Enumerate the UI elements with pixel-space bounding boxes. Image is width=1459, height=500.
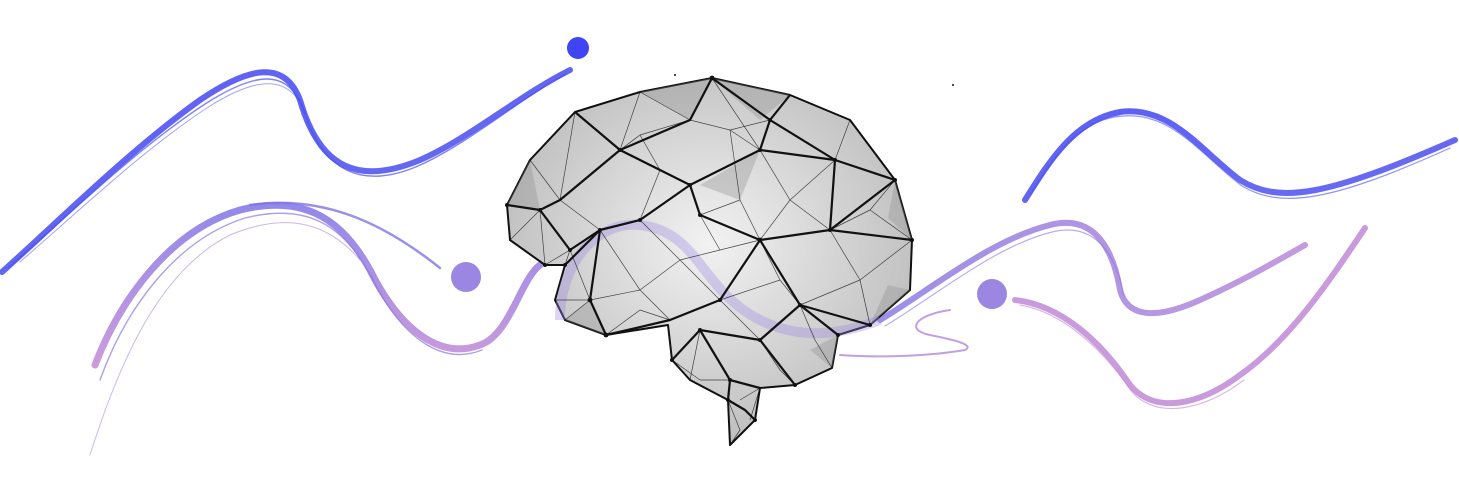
dot-blue	[567, 37, 589, 59]
dot-violet-right	[977, 279, 1007, 309]
right-waves	[839, 108, 1458, 410]
dot-violet-left	[451, 262, 481, 292]
brain-silhouette	[506, 77, 913, 446]
brain-mesh	[505, 74, 954, 446]
wave-left-bottom	[91, 201, 544, 369]
wave-right-top	[1022, 108, 1458, 203]
wave-right-middle	[877, 219, 1308, 323]
wave-right-bottom	[1012, 225, 1368, 407]
wave-left-top	[0, 67, 573, 275]
left-waves	[0, 67, 573, 456]
